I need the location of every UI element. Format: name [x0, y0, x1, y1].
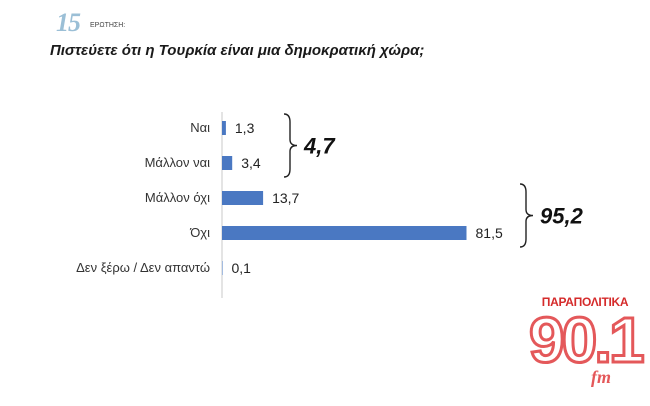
- question-text: Πιστεύετε ότι η Τουρκία είναι μια δημοκρ…: [50, 42, 425, 59]
- bar: [222, 261, 223, 275]
- logo-top-text: ΠΑΡΑΠΟΛΙΤΙΚΑ: [541, 295, 629, 309]
- value-label: 1,3: [235, 120, 255, 136]
- value-label: 81,5: [476, 225, 503, 241]
- logo-number: 90.1: [528, 303, 647, 378]
- question-number: 15: [56, 8, 81, 37]
- value-label: 0,1: [232, 260, 252, 276]
- station-logo: ΠΑΡΑΠΟΛΙΤΙΚΑ 90.1 fm: [528, 295, 647, 395]
- logo-fm: fm: [591, 367, 611, 387]
- group-total-label: 95,2: [540, 204, 584, 229]
- category-label: Μάλλον ναι: [145, 155, 211, 170]
- category-label: Ναι: [190, 120, 210, 135]
- bar: [222, 191, 264, 205]
- category-label: Μάλλον όχι: [145, 190, 210, 205]
- group-total-label: 4,7: [303, 134, 336, 159]
- group-brace: [283, 113, 298, 178]
- question-label: ΕΡΩΤΗΣΗ:: [90, 22, 126, 29]
- group-brace: [519, 183, 534, 248]
- bar: [222, 156, 233, 170]
- value-label: 3,4: [241, 155, 261, 171]
- value-label: 13,7: [272, 190, 299, 206]
- category-label: Δεν ξέρω / Δεν απαντώ: [76, 260, 210, 275]
- category-label: Όχι: [189, 225, 210, 240]
- bar: [222, 226, 467, 240]
- bar: [222, 121, 226, 135]
